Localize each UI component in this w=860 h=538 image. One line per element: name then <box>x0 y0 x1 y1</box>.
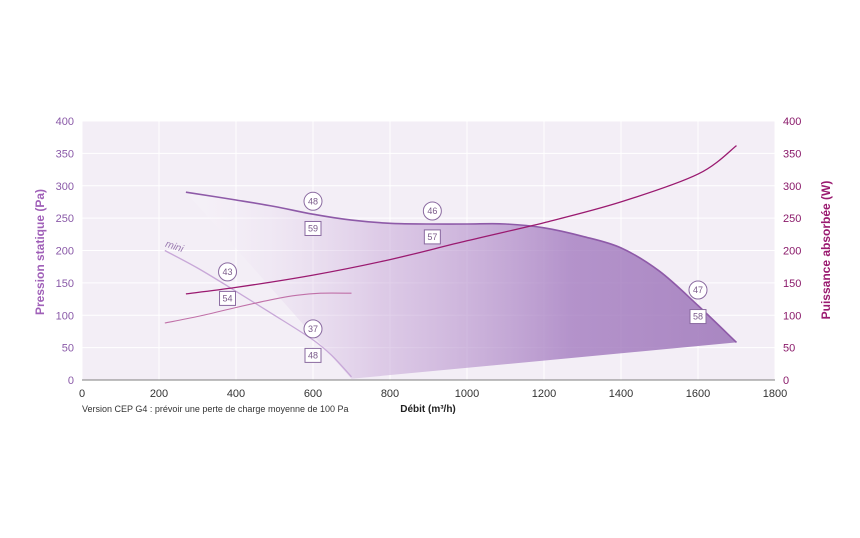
x-tick-label: 1200 <box>532 388 556 400</box>
operating-area-fill <box>185 192 737 379</box>
noise-circle-marker <box>688 280 708 300</box>
noise-circle-marker <box>303 191 323 211</box>
y-tick-label-right: 100 <box>783 310 801 322</box>
noise-square-marker <box>304 347 322 363</box>
x-tick-label: 800 <box>381 388 399 400</box>
y-tick-label-left: 100 <box>56 310 74 322</box>
x-axis-label: Débit (m³/h) <box>400 404 456 415</box>
series-line-pressure-max <box>185 191 738 343</box>
y-tick-label-left: 400 <box>56 116 74 128</box>
y-tick-label-right: 250 <box>783 213 801 225</box>
marker-label: 54 <box>223 293 233 303</box>
marker-label: 48 <box>308 196 318 206</box>
marker-label: 47 <box>693 285 703 295</box>
noise-circle-marker <box>422 201 442 221</box>
y-tick-label-right: 300 <box>783 181 801 193</box>
x-tick-label: 400 <box>227 388 245 400</box>
footnote: Version CEP G4 : prévoir une perte de ch… <box>82 404 349 414</box>
y-tick-label-right: 200 <box>783 246 801 258</box>
y-tick-label-left: 200 <box>56 246 74 258</box>
noise-square-marker <box>423 229 441 245</box>
noise-square-marker <box>304 220 322 236</box>
noise-circle-marker <box>218 262 238 282</box>
x-tick-label: 600 <box>304 388 322 400</box>
marker-label: 46 <box>427 206 437 216</box>
marker-label: 57 <box>427 232 437 242</box>
y-tick-label-left: 0 <box>68 375 74 387</box>
y-axis-label-left: Pression statique (Pa) <box>33 189 47 315</box>
y-tick-label-right: 400 <box>783 116 801 128</box>
y-tick-label-left: 350 <box>56 148 74 160</box>
marker-label: 43 <box>223 267 233 277</box>
marker-label: 59 <box>308 223 318 233</box>
y-axis-label-right: Puissance absorbée (W) <box>819 181 833 320</box>
noise-circle-marker <box>303 319 323 339</box>
series-line-pressure-min <box>164 249 352 378</box>
x-tick-label: 1800 <box>763 388 787 400</box>
y-tick-label-left: 150 <box>56 278 74 290</box>
marker-label: 58 <box>693 312 703 322</box>
y-tick-label-left: 250 <box>56 213 74 225</box>
markers: 48 59 46 57 43 54 37 48 47 58 <box>218 191 708 363</box>
x-tick-label: 0 <box>79 388 85 400</box>
operating-area <box>185 192 737 379</box>
y-tick-label-right: 150 <box>783 278 801 290</box>
y-tick-label-left: 300 <box>56 181 74 193</box>
axes: 0 200 400 600 800 1000 1200 1400 1600 18000501001… <box>56 116 802 400</box>
y-tick-label-left: 50 <box>62 343 74 355</box>
y-tick-label-right: 0 <box>783 375 789 387</box>
y-tick-label-right: 50 <box>783 343 795 355</box>
x-tick-label: 200 <box>150 388 168 400</box>
noise-square-marker <box>219 290 237 306</box>
x-tick-label: 1600 <box>686 388 710 400</box>
x-tick-label: 1000 <box>455 388 479 400</box>
series-layer: mini <box>164 145 738 378</box>
x-tick-label: 1400 <box>609 388 633 400</box>
series-line-power-max <box>185 145 737 295</box>
marker-label: 37 <box>308 324 318 334</box>
marker-label: 48 <box>308 350 318 360</box>
noise-square-marker <box>689 309 707 325</box>
series-line-power-min <box>164 292 352 324</box>
y-tick-label-right: 350 <box>783 148 801 160</box>
